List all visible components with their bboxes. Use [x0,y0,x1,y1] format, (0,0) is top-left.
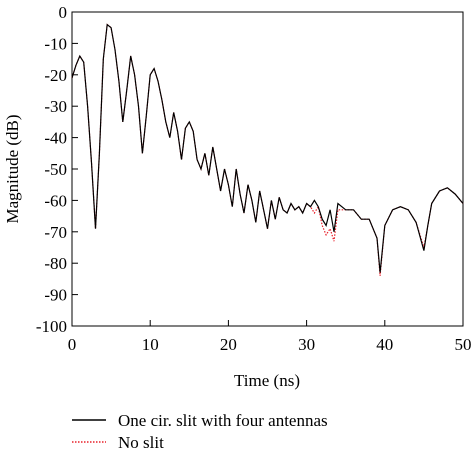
y-tick-label: -10 [44,34,67,53]
y-tick-label: -100 [36,317,67,336]
y-tick-label: -60 [44,191,67,210]
y-tick-label: -40 [44,129,67,148]
y-tick-label: -80 [44,254,67,273]
x-tick-label: 10 [142,335,159,354]
y-tick-label: -50 [44,160,67,179]
x-tick-label: 40 [376,335,393,354]
legend-label: No slit [118,433,164,452]
x-tick-label: 20 [220,335,237,354]
y-tick-label: -20 [44,66,67,85]
y-axis-label: Magnitude (dB) [3,114,22,223]
x-tick-label: 30 [298,335,315,354]
data-line [71,23,464,276]
x-axis-label: Time (ns) [234,371,300,390]
y-tick-label: -90 [44,286,67,305]
data-line [71,23,464,273]
y-tick-label: -70 [44,223,67,242]
y-tick-label: 0 [59,3,68,22]
y-tick-label: -30 [44,97,67,116]
x-tick-label: 50 [455,335,472,354]
x-tick-label: 0 [68,335,77,354]
legend-label: One cir. slit with four antennas [118,411,328,430]
